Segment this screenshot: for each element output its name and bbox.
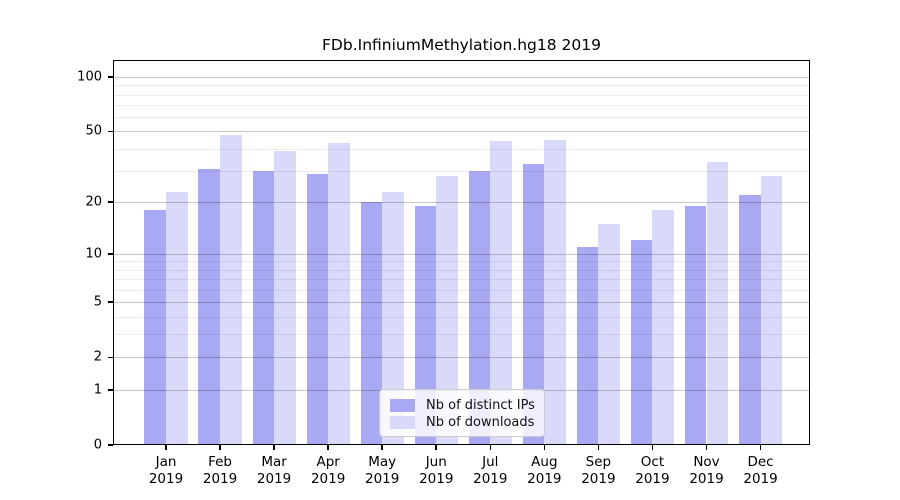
legend: Nb of distinct IPs Nb of downloads	[379, 389, 545, 437]
major-gridline	[113, 253, 810, 255]
y-tick	[108, 201, 113, 204]
y-tick	[108, 356, 113, 359]
minor-gridline	[113, 289, 810, 291]
x-tick-label: Nov 2019	[689, 454, 724, 487]
x-tick	[165, 445, 167, 450]
minor-gridline	[113, 279, 810, 281]
y-tick-label: 0	[93, 437, 102, 453]
x-tick	[435, 445, 438, 450]
x-tick-label: Feb 2019	[202, 454, 238, 487]
y-tick-label: 1	[93, 382, 102, 398]
minor-gridline	[113, 261, 810, 263]
x-tick	[543, 445, 546, 450]
x-tick	[651, 445, 654, 450]
bar-downloads-nov	[706, 161, 729, 445]
x-tick	[381, 445, 383, 450]
bar-downloads-feb	[220, 134, 242, 445]
x-tick	[759, 445, 762, 450]
legend-label-distinct-ips: Nb of distinct IPs	[426, 397, 535, 413]
x-tick-label: Aug 2019	[527, 454, 562, 487]
y-tick	[108, 76, 113, 78]
bar-downloads-dec	[760, 176, 783, 445]
minor-gridline	[113, 117, 810, 119]
major-gridline	[113, 131, 810, 133]
bar-distinct-ips-may	[360, 202, 383, 445]
major-gridline	[113, 357, 810, 359]
minor-gridline	[113, 269, 810, 271]
minor-gridline	[113, 105, 810, 107]
minor-gridline	[113, 334, 810, 336]
legend-label-downloads: Nb of downloads	[426, 414, 535, 430]
bar-downloads-sep	[598, 223, 620, 445]
legend-swatch-distinct-ips	[390, 398, 415, 412]
x-tick	[273, 445, 275, 450]
minor-gridline	[113, 171, 810, 173]
bar-distinct-ips-aug	[522, 163, 545, 445]
x-tick	[597, 445, 600, 450]
y-tick	[108, 252, 113, 255]
legend-item-distinct-ips: Nb of distinct IPs	[390, 397, 535, 413]
x-tick-label: Apr 2019	[310, 454, 346, 487]
bar-downloads-apr	[328, 143, 350, 445]
bar-distinct-ips-jun	[414, 206, 437, 445]
legend-item-downloads: Nb of downloads	[390, 414, 534, 430]
bar-distinct-ips-sep	[576, 246, 599, 445]
x-tick-label: Mar 2019	[256, 454, 292, 487]
x-tick-label: May 2019	[365, 454, 400, 487]
y-tick	[108, 388, 113, 391]
x-tick	[327, 445, 329, 450]
bar-downloads-aug	[544, 139, 566, 445]
major-gridline	[113, 302, 810, 304]
y-tick-label: 20	[85, 194, 102, 210]
minor-gridline	[113, 85, 810, 87]
bar-distinct-ips-apr	[306, 173, 329, 445]
y-tick	[108, 444, 113, 446]
bar-downloads-jun	[436, 176, 458, 445]
bar-distinct-ips-jan	[144, 210, 166, 445]
minor-gridline	[113, 148, 810, 150]
bar-downloads-jul	[490, 141, 512, 445]
chart-title: FDb.InfiniumMethylation.hg18 2019	[322, 36, 601, 54]
bar-distinct-ips-feb	[198, 168, 221, 445]
y-tick-label: 5	[93, 294, 102, 310]
minor-gridline	[113, 94, 810, 96]
bar-downloads-mar	[274, 150, 296, 445]
x-tick-label: Dec 2019	[743, 454, 778, 487]
x-tick-label: Sep 2019	[581, 454, 616, 487]
legend-swatch-downloads	[390, 415, 415, 429]
major-gridline	[113, 76, 810, 78]
bar-distinct-ips-jul	[468, 171, 491, 445]
minor-gridline	[113, 316, 810, 318]
bar-downloads-may	[382, 191, 404, 445]
major-gridline	[113, 202, 810, 204]
y-tick-label: 2	[93, 349, 102, 365]
bar-distinct-ips-nov	[684, 206, 707, 445]
bar-distinct-ips-dec	[738, 194, 761, 445]
y-tick-label: 10	[85, 246, 102, 262]
x-tick-label: Jan 2019	[148, 454, 184, 487]
x-tick-label: Oct 2019	[635, 454, 670, 487]
y-tick	[108, 130, 113, 133]
y-tick	[108, 301, 113, 303]
x-tick-label: Jun 2019	[419, 454, 454, 487]
bar-distinct-ips-oct	[630, 240, 653, 445]
y-tick-label: 50	[85, 123, 102, 139]
x-tick-label: Jul 2019	[473, 454, 508, 487]
bar-distinct-ips-mar	[252, 171, 275, 445]
x-tick	[489, 445, 492, 450]
x-tick	[705, 445, 708, 450]
bar-downloads-oct	[652, 210, 675, 445]
x-tick	[219, 445, 221, 450]
bar-downloads-jan	[166, 191, 188, 445]
y-tick-label: 100	[77, 69, 102, 85]
